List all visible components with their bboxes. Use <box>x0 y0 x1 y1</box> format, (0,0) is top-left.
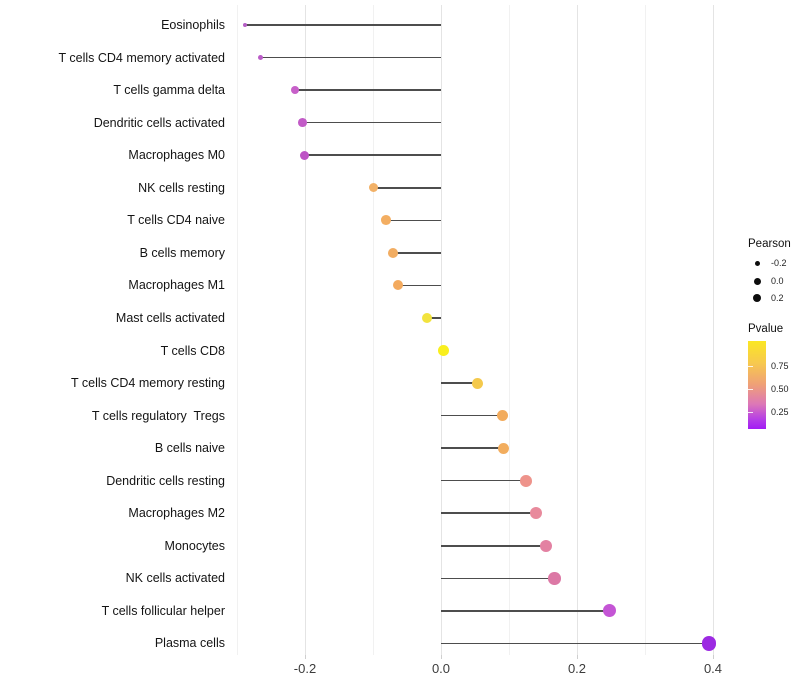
lollipop-stem <box>426 317 441 319</box>
colorbar-tick <box>748 412 753 413</box>
lollipop-dot <box>540 539 553 552</box>
x-tick-label: 0.0 <box>431 661 451 676</box>
x-axis-tick <box>305 655 306 659</box>
lollipop-dot <box>603 604 617 618</box>
category-label: NK cells activated <box>125 571 225 586</box>
x-axis-tick <box>441 655 442 659</box>
lollipop-stem <box>441 414 503 417</box>
lollipop-dot <box>368 183 379 193</box>
lollipop-dot <box>548 572 561 585</box>
category-label: Monocytes <box>164 538 225 553</box>
x-tick-label: 0.2 <box>567 661 587 676</box>
size-legend-dot <box>752 293 762 303</box>
lollipop-stem <box>373 186 441 189</box>
category-label: T cells CD4 memory resting <box>71 376 225 391</box>
colorbar-label: 0.25 <box>771 407 789 417</box>
lollipop-stem <box>441 447 504 449</box>
category-label: NK cells resting <box>138 180 225 195</box>
size-legend-dot <box>753 277 761 285</box>
x-tick-label: 0.4 <box>703 661 723 676</box>
lollipop-dot <box>387 247 398 258</box>
lollipop-dot <box>496 410 508 422</box>
grid-major-line <box>441 5 442 655</box>
lollipop-stem <box>441 479 526 482</box>
grid-major-line <box>577 5 578 655</box>
lollipop-stem <box>302 121 441 124</box>
category-label: Mast cells activated <box>115 310 225 325</box>
grid-major-line <box>713 5 714 655</box>
grid-minor-line <box>509 5 510 655</box>
grid-major-line <box>305 5 306 655</box>
lollipop-stem <box>441 642 709 645</box>
colorbar-tick <box>748 366 753 367</box>
category-label: B cells memory <box>139 245 225 260</box>
category-label: T cells follicular helper <box>101 603 225 618</box>
category-label: Macrophages M1 <box>128 278 225 293</box>
x-tick-label: -0.2 <box>293 661 317 676</box>
colorbar-label: 0.75 <box>771 361 789 371</box>
lollipop-dot <box>438 345 450 356</box>
lollipop-dot <box>381 215 391 226</box>
category-label: Dendritic cells resting <box>106 473 225 488</box>
lollipop-stem <box>304 154 441 156</box>
lollipop-stem <box>441 545 547 547</box>
category-label: Plasma cells <box>154 636 225 651</box>
lollipop-stem <box>441 577 555 580</box>
lollipop-dot <box>520 474 532 487</box>
category-label: Macrophages M2 <box>128 506 225 521</box>
lollipop-dot <box>299 150 309 160</box>
category-label: T cells CD4 naive <box>127 213 225 228</box>
category-label: T cells CD4 memory activated <box>58 50 226 65</box>
size-legend-label: 0.2 <box>771 293 784 303</box>
x-axis-tick <box>713 655 714 659</box>
lollipop-dot <box>243 23 248 27</box>
lollipop-dot <box>421 312 432 324</box>
category-label: T cells CD8 <box>160 343 225 358</box>
lollipop-stem <box>441 512 537 515</box>
colorbar-tick <box>748 389 753 390</box>
color-legend-title: Pvalue <box>748 323 784 335</box>
lollipop-stem <box>392 252 441 254</box>
lollipop-dot <box>393 280 404 291</box>
category-label: Eosinophils <box>161 18 225 32</box>
size-legend-dot <box>754 260 760 266</box>
lollipop-stem <box>260 56 441 59</box>
lollipop-stem <box>441 610 610 612</box>
category-label: Macrophages M0 <box>128 148 225 163</box>
category-label: Dendritic cells activated <box>93 115 225 130</box>
category-label: B cells naive <box>154 441 225 456</box>
lollipop-stem <box>385 219 441 222</box>
lollipop-stem <box>245 24 441 26</box>
lollipop-stem <box>398 284 441 287</box>
lollipop-dot <box>701 636 717 651</box>
size-legend-title: Pearson <box>748 238 791 250</box>
grid-minor-line <box>373 5 374 655</box>
lollipop-dot <box>297 118 307 128</box>
lollipop-stem <box>294 89 441 91</box>
lollipop-dot <box>258 54 264 61</box>
size-legend-label: 0.0 <box>771 276 784 286</box>
lollipop-dot <box>290 85 299 95</box>
pvalue-colorbar <box>748 341 766 429</box>
grid-minor-line <box>645 5 646 655</box>
grid-minor-line <box>237 5 238 655</box>
lollipop-dot <box>471 377 483 389</box>
size-legend-label: -0.2 <box>771 258 787 268</box>
x-axis-tick <box>577 655 578 659</box>
category-label: T cells gamma delta <box>113 83 225 98</box>
lollipop-dot <box>530 507 543 520</box>
category-label: T cells regulatory Tregs <box>91 408 225 423</box>
lollipop-dot <box>497 442 510 454</box>
colorbar-label: 0.50 <box>771 384 789 394</box>
lollipop-stem <box>441 382 478 384</box>
